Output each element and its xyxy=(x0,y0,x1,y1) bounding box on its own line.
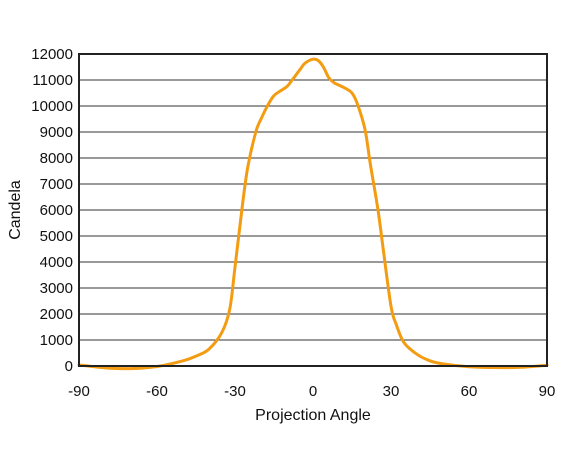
y-tick-label-0: 0 xyxy=(65,358,73,375)
y-tick-label-6000: 6000 xyxy=(40,202,73,219)
series-line-0 xyxy=(77,57,549,371)
y-tick-label-3000: 3000 xyxy=(40,280,73,297)
gridlines xyxy=(79,53,547,367)
y-tick-label-4000: 4000 xyxy=(40,254,73,271)
tick-labels: 0 1000 2000 3000 4000 5000 6000 7000 8000 9000 100… xyxy=(31,46,555,400)
y-tick-label-5000: 5000 xyxy=(40,228,73,245)
y-tick-label-9000: 9000 xyxy=(40,124,73,141)
plot-frame xyxy=(78,53,548,367)
y-tick-label-2000: 2000 xyxy=(40,306,73,323)
y-axis-title: Candela xyxy=(7,180,24,240)
x-tick-label--60: -60 xyxy=(146,383,168,400)
y-tick-label-10000: 10000 xyxy=(31,98,73,115)
y-tick-label-11000: 11000 xyxy=(32,72,73,89)
x-tick-label--90: -90 xyxy=(68,383,90,400)
x-tick-label-60: 60 xyxy=(461,383,478,400)
y-tick-label-8000: 8000 xyxy=(40,150,73,167)
x-tick-label-30: 30 xyxy=(383,383,400,400)
y-tick-label-1000: 1000 xyxy=(40,332,73,349)
y-tick-label-7000: 7000 xyxy=(40,176,73,193)
x-tick-label-0: 0 xyxy=(309,383,317,400)
x-tick-label-90: 90 xyxy=(539,383,556,400)
series-layer xyxy=(77,57,549,371)
x-axis-title: Projection Angle xyxy=(255,407,371,424)
y-tick-label-12000: 12000 xyxy=(31,46,73,63)
x-tick-label--30: -30 xyxy=(224,383,246,400)
